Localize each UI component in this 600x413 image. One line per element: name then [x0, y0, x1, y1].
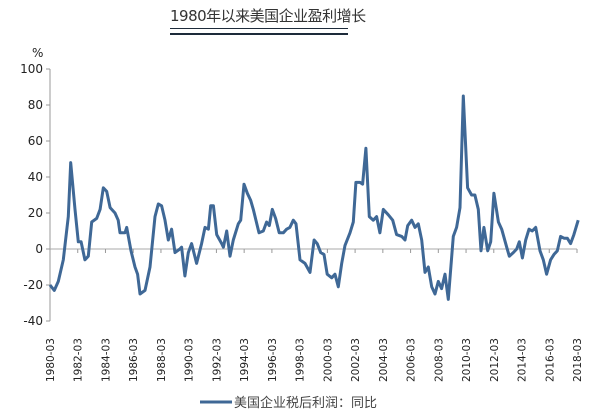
y-tick-label: -20: [23, 278, 43, 292]
x-tick-label: 2010-03: [461, 338, 473, 382]
x-tick-label: 2014-03: [517, 338, 529, 382]
chart-title: 1980年以来美国企业盈利增长: [170, 7, 366, 25]
x-tick-label: 1996-03: [267, 338, 279, 382]
x-tick-label: 1990-03: [184, 338, 196, 382]
x-tick-label: 2006-03: [406, 338, 418, 382]
y-tick-label: 20: [28, 206, 43, 220]
legend-label: 美国企业税后利润：同比: [234, 395, 377, 411]
x-tick-label: 1988-03: [156, 338, 168, 382]
series-line: [48, 94, 580, 301]
y-axis-unit-label: %: [32, 46, 43, 60]
x-tick-label: 1982-03: [73, 338, 85, 382]
x-tick-label: 2004-03: [378, 338, 390, 382]
x-tick-label: 2002-03: [350, 338, 362, 382]
title-underline: [170, 28, 348, 35]
y-tick-label: 0: [35, 242, 43, 256]
x-tick-label: 2018-03: [572, 338, 584, 382]
series-layer: [48, 94, 580, 301]
y-tick-label: 40: [28, 170, 43, 184]
y-tick-label: -40: [23, 314, 43, 328]
x-tick-label: 2000-03: [322, 338, 334, 382]
y-tick-label: 100: [20, 62, 43, 76]
x-tick-label: 1998-03: [295, 338, 307, 382]
y-axis: -40 -20 0 20 40 60 80 100: [20, 62, 51, 328]
legend: 美国企业税后利润：同比: [200, 395, 377, 411]
y-tick-label: 80: [28, 98, 43, 112]
x-axis: 1980-03 1982-03 1984-03 1986-03 1988-03 1990-…: [45, 248, 584, 382]
x-tick-label: 1984-03: [100, 338, 112, 382]
x-tick-label: 1986-03: [128, 338, 140, 382]
x-tick-label: 2008-03: [433, 338, 445, 382]
x-tick-label: 1980-03: [45, 338, 57, 382]
x-tick-label: 2016-03: [544, 338, 556, 382]
x-tick-label: 1994-03: [239, 338, 251, 382]
x-tick-label: 1992-03: [211, 338, 223, 382]
y-tick-label: 60: [28, 134, 43, 148]
x-tick-label: 2012-03: [489, 338, 501, 382]
